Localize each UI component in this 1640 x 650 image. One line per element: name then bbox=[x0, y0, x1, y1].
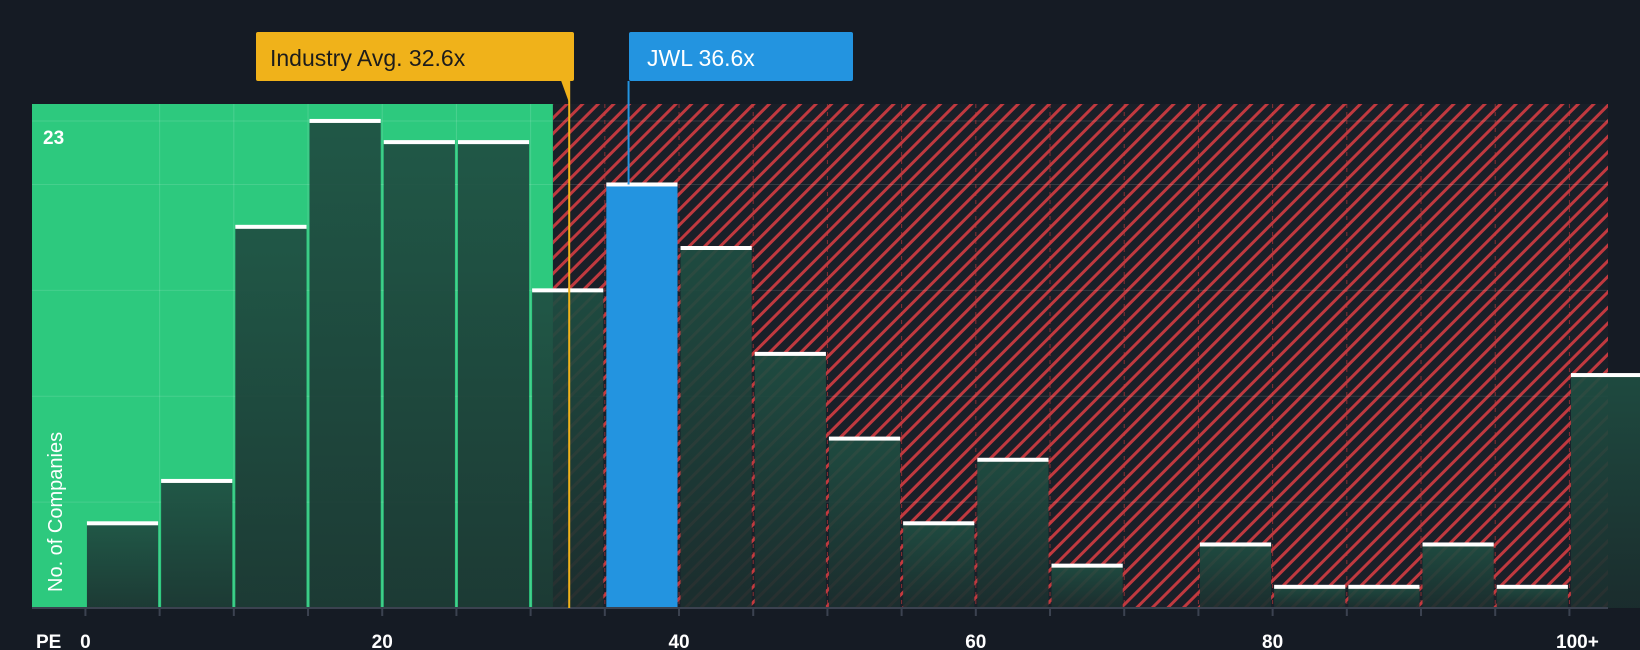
bar-cap bbox=[457, 140, 530, 145]
histogram-bar bbox=[754, 353, 826, 608]
y-max-label: 23 bbox=[43, 128, 64, 149]
bar-cap bbox=[1274, 584, 1346, 589]
bar-cap bbox=[606, 182, 678, 187]
bar-cap bbox=[1570, 373, 1640, 378]
bar-cap bbox=[1051, 563, 1123, 568]
bar-cap bbox=[532, 288, 604, 293]
company-label-box bbox=[629, 32, 853, 81]
histogram-bar bbox=[457, 142, 530, 608]
histogram-bar bbox=[383, 142, 455, 608]
company-bar bbox=[606, 184, 678, 608]
bar-cap bbox=[1422, 542, 1494, 547]
company-callout: JWL 36.6x bbox=[627, 32, 853, 185]
bar-cap bbox=[680, 246, 752, 250]
bar-cap bbox=[1199, 542, 1272, 547]
histogram-bar bbox=[235, 226, 307, 608]
x-tick-label: 0 bbox=[80, 632, 91, 650]
industry-avg-pointer bbox=[561, 81, 570, 103]
histogram-bar bbox=[1422, 544, 1494, 608]
company-label: JWL 36.6x bbox=[647, 45, 755, 71]
bar-cap bbox=[903, 521, 975, 526]
bar-cap bbox=[86, 521, 159, 526]
x-tick-label: 20 bbox=[372, 632, 393, 650]
industry-avg-label-box bbox=[256, 32, 574, 81]
histogram-bar bbox=[309, 120, 381, 609]
x-axis-title: PE bbox=[36, 632, 61, 650]
x-tick-label: 40 bbox=[668, 632, 689, 650]
bar-cap bbox=[828, 436, 901, 441]
bar-cap bbox=[161, 478, 233, 483]
y-axis-title: No. of Companies bbox=[45, 432, 67, 592]
bar-cap bbox=[383, 140, 455, 145]
histogram-bar bbox=[161, 480, 233, 608]
histogram-bar bbox=[828, 438, 901, 608]
histogram-bar bbox=[977, 459, 1049, 608]
x-tick-label: 80 bbox=[1262, 632, 1283, 650]
histogram-bar bbox=[1199, 544, 1272, 608]
bar-cap bbox=[1348, 584, 1420, 589]
histogram-bar bbox=[903, 523, 975, 608]
bar-cap bbox=[309, 118, 381, 123]
bar-cap bbox=[235, 224, 307, 229]
histogram-bar bbox=[1274, 586, 1346, 608]
x-ticks: 0 20 40 60 80 100+ bbox=[80, 608, 1599, 650]
x-tick-label: 100+ bbox=[1556, 632, 1599, 650]
histogram-bar bbox=[1496, 586, 1568, 608]
bar-cap bbox=[977, 457, 1049, 462]
bars bbox=[86, 104, 1640, 609]
bar-cap bbox=[754, 351, 826, 356]
histogram-bar bbox=[1051, 565, 1123, 608]
industry-avg-callout: Industry Avg. 32.6x bbox=[256, 32, 574, 103]
x-tick-label: 60 bbox=[965, 632, 986, 650]
histogram-bar bbox=[1570, 375, 1640, 608]
bar-cap bbox=[1496, 584, 1568, 589]
histogram-bar bbox=[86, 523, 159, 608]
industry-avg-label: Industry Avg. 32.6x bbox=[270, 45, 466, 71]
histogram-bar bbox=[532, 290, 604, 608]
histogram-bar bbox=[680, 248, 752, 608]
histogram-bar bbox=[1348, 586, 1420, 608]
